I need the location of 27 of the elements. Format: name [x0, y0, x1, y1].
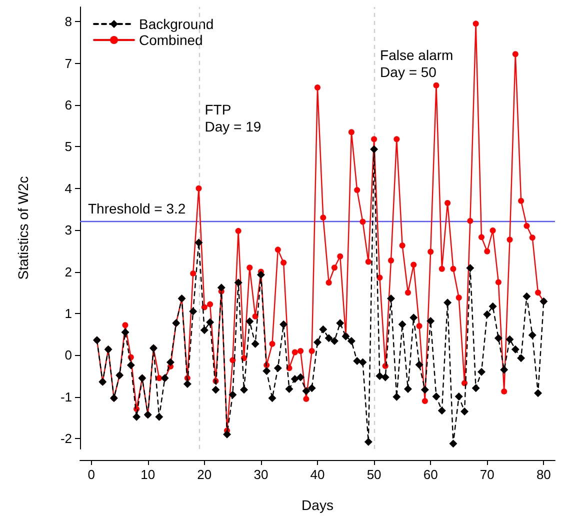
y-tick-label: 6: [64, 97, 72, 112]
y-tick-label: -1: [60, 389, 72, 404]
y-tick-label: 2: [64, 264, 72, 280]
y-tick-label: 1: [64, 306, 72, 321]
x-tick-label: 0: [88, 467, 95, 482]
ref-line-label: False alarm Day = 50: [380, 47, 454, 80]
x-tick-label: 50: [366, 467, 382, 482]
legend-label: Combined: [139, 32, 203, 48]
ref-line-label: Threshold = 3.2: [88, 200, 186, 217]
ref-line-label: FTP Day = 19: [204, 101, 262, 134]
y-tick-label: 8: [64, 14, 72, 30]
y-tick-label: 0: [64, 348, 72, 363]
x-tick-label: 80: [536, 467, 551, 482]
x-tick-label: 20: [197, 467, 212, 482]
y-tick-label: 7: [64, 56, 72, 71]
x-tick-label: 40: [310, 467, 325, 482]
y-tick-label: 3: [64, 222, 72, 238]
x-tick-label: 60: [423, 467, 438, 482]
y-axis-title: Statistics of W2c: [15, 176, 31, 280]
x-tick-label: 30: [254, 467, 268, 482]
x-tick-label: 10: [140, 467, 156, 482]
x-axis-title: Days: [302, 497, 334, 513]
legend-label: Background: [139, 16, 214, 32]
x-tick-label: 70: [480, 467, 494, 482]
y-tick-label: 5: [64, 139, 72, 154]
y-tick-label: -2: [60, 431, 72, 446]
y-tick-label: 4: [64, 180, 72, 196]
